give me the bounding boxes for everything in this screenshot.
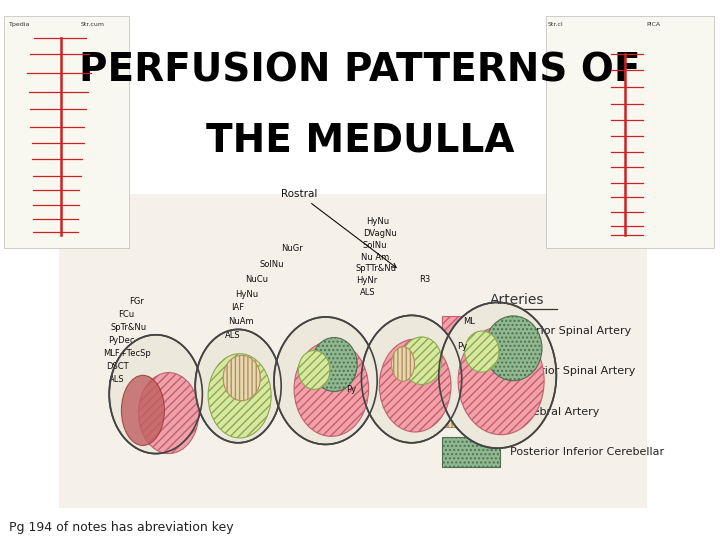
Text: ALS: ALS	[225, 332, 241, 340]
Text: PyDec: PyDec	[108, 336, 135, 345]
Text: HyNu: HyNu	[235, 290, 258, 299]
Ellipse shape	[485, 316, 542, 381]
Text: FGr: FGr	[130, 297, 144, 306]
Text: DSCT: DSCT	[106, 362, 128, 370]
Bar	[59, 194, 647, 508]
Text: Nu Am.: Nu Am.	[361, 253, 392, 261]
Text: Vertebral Artery: Vertebral Artery	[510, 407, 600, 417]
Ellipse shape	[294, 341, 369, 436]
Bar	[546, 16, 714, 248]
Text: Posterior Inferior Cerebellar: Posterior Inferior Cerebellar	[510, 447, 665, 457]
Text: DVagNu: DVagNu	[364, 229, 397, 238]
FancyBboxPatch shape	[442, 397, 500, 427]
Text: THE MEDULLA: THE MEDULLA	[206, 122, 514, 159]
Text: Str.cum: Str.cum	[81, 22, 104, 27]
Ellipse shape	[195, 329, 282, 443]
Ellipse shape	[392, 347, 415, 381]
Text: Py: Py	[456, 342, 467, 351]
Ellipse shape	[458, 327, 544, 435]
Ellipse shape	[361, 315, 462, 443]
Text: NuAm: NuAm	[228, 317, 253, 326]
Text: Posterior Spinal Artery: Posterior Spinal Artery	[510, 366, 636, 376]
Text: SpTTr&Nu: SpTTr&Nu	[356, 265, 397, 273]
Text: PICA: PICA	[647, 22, 661, 27]
Text: Pg 194 of notes has abreviation key: Pg 194 of notes has abreviation key	[9, 521, 233, 534]
Text: SolNu: SolNu	[260, 260, 284, 269]
Text: MLF+TecSp: MLF+TecSp	[104, 349, 151, 357]
FancyBboxPatch shape	[442, 437, 500, 467]
FancyBboxPatch shape	[442, 316, 500, 346]
Text: NuGr: NuGr	[282, 244, 303, 253]
Text: Anterior Spinal Artery: Anterior Spinal Artery	[510, 326, 631, 336]
Ellipse shape	[402, 337, 441, 384]
FancyBboxPatch shape	[442, 356, 500, 386]
Ellipse shape	[438, 302, 557, 448]
Text: NuCu: NuCu	[246, 275, 269, 284]
Ellipse shape	[311, 338, 357, 392]
Text: PERFUSION PATTERNS OF: PERFUSION PATTERNS OF	[79, 51, 641, 89]
Text: FCu: FCu	[118, 310, 134, 319]
Ellipse shape	[139, 373, 199, 454]
Text: IAF: IAF	[231, 303, 244, 312]
Ellipse shape	[109, 335, 202, 454]
Text: R3: R3	[419, 275, 430, 284]
Ellipse shape	[379, 339, 451, 432]
Text: ML: ML	[463, 317, 475, 326]
Text: Py: Py	[346, 386, 356, 394]
Ellipse shape	[298, 350, 330, 389]
Text: ALS: ALS	[360, 288, 376, 297]
Bar	[4, 16, 130, 248]
Text: Tpedia: Tpedia	[9, 22, 30, 27]
Text: Arteries: Arteries	[490, 293, 545, 307]
Ellipse shape	[208, 354, 271, 438]
Ellipse shape	[223, 355, 261, 401]
Text: Rostral: Rostral	[281, 189, 396, 268]
Ellipse shape	[122, 375, 164, 445]
Text: SolNu: SolNu	[363, 241, 387, 249]
Text: HyNu: HyNu	[366, 217, 389, 226]
Text: ALS: ALS	[109, 375, 125, 383]
Text: HyNr: HyNr	[356, 276, 377, 285]
Ellipse shape	[464, 331, 499, 372]
Text: Str.cl: Str.cl	[548, 22, 563, 27]
Ellipse shape	[274, 317, 377, 444]
Text: SpTr&Nu: SpTr&Nu	[111, 323, 147, 332]
